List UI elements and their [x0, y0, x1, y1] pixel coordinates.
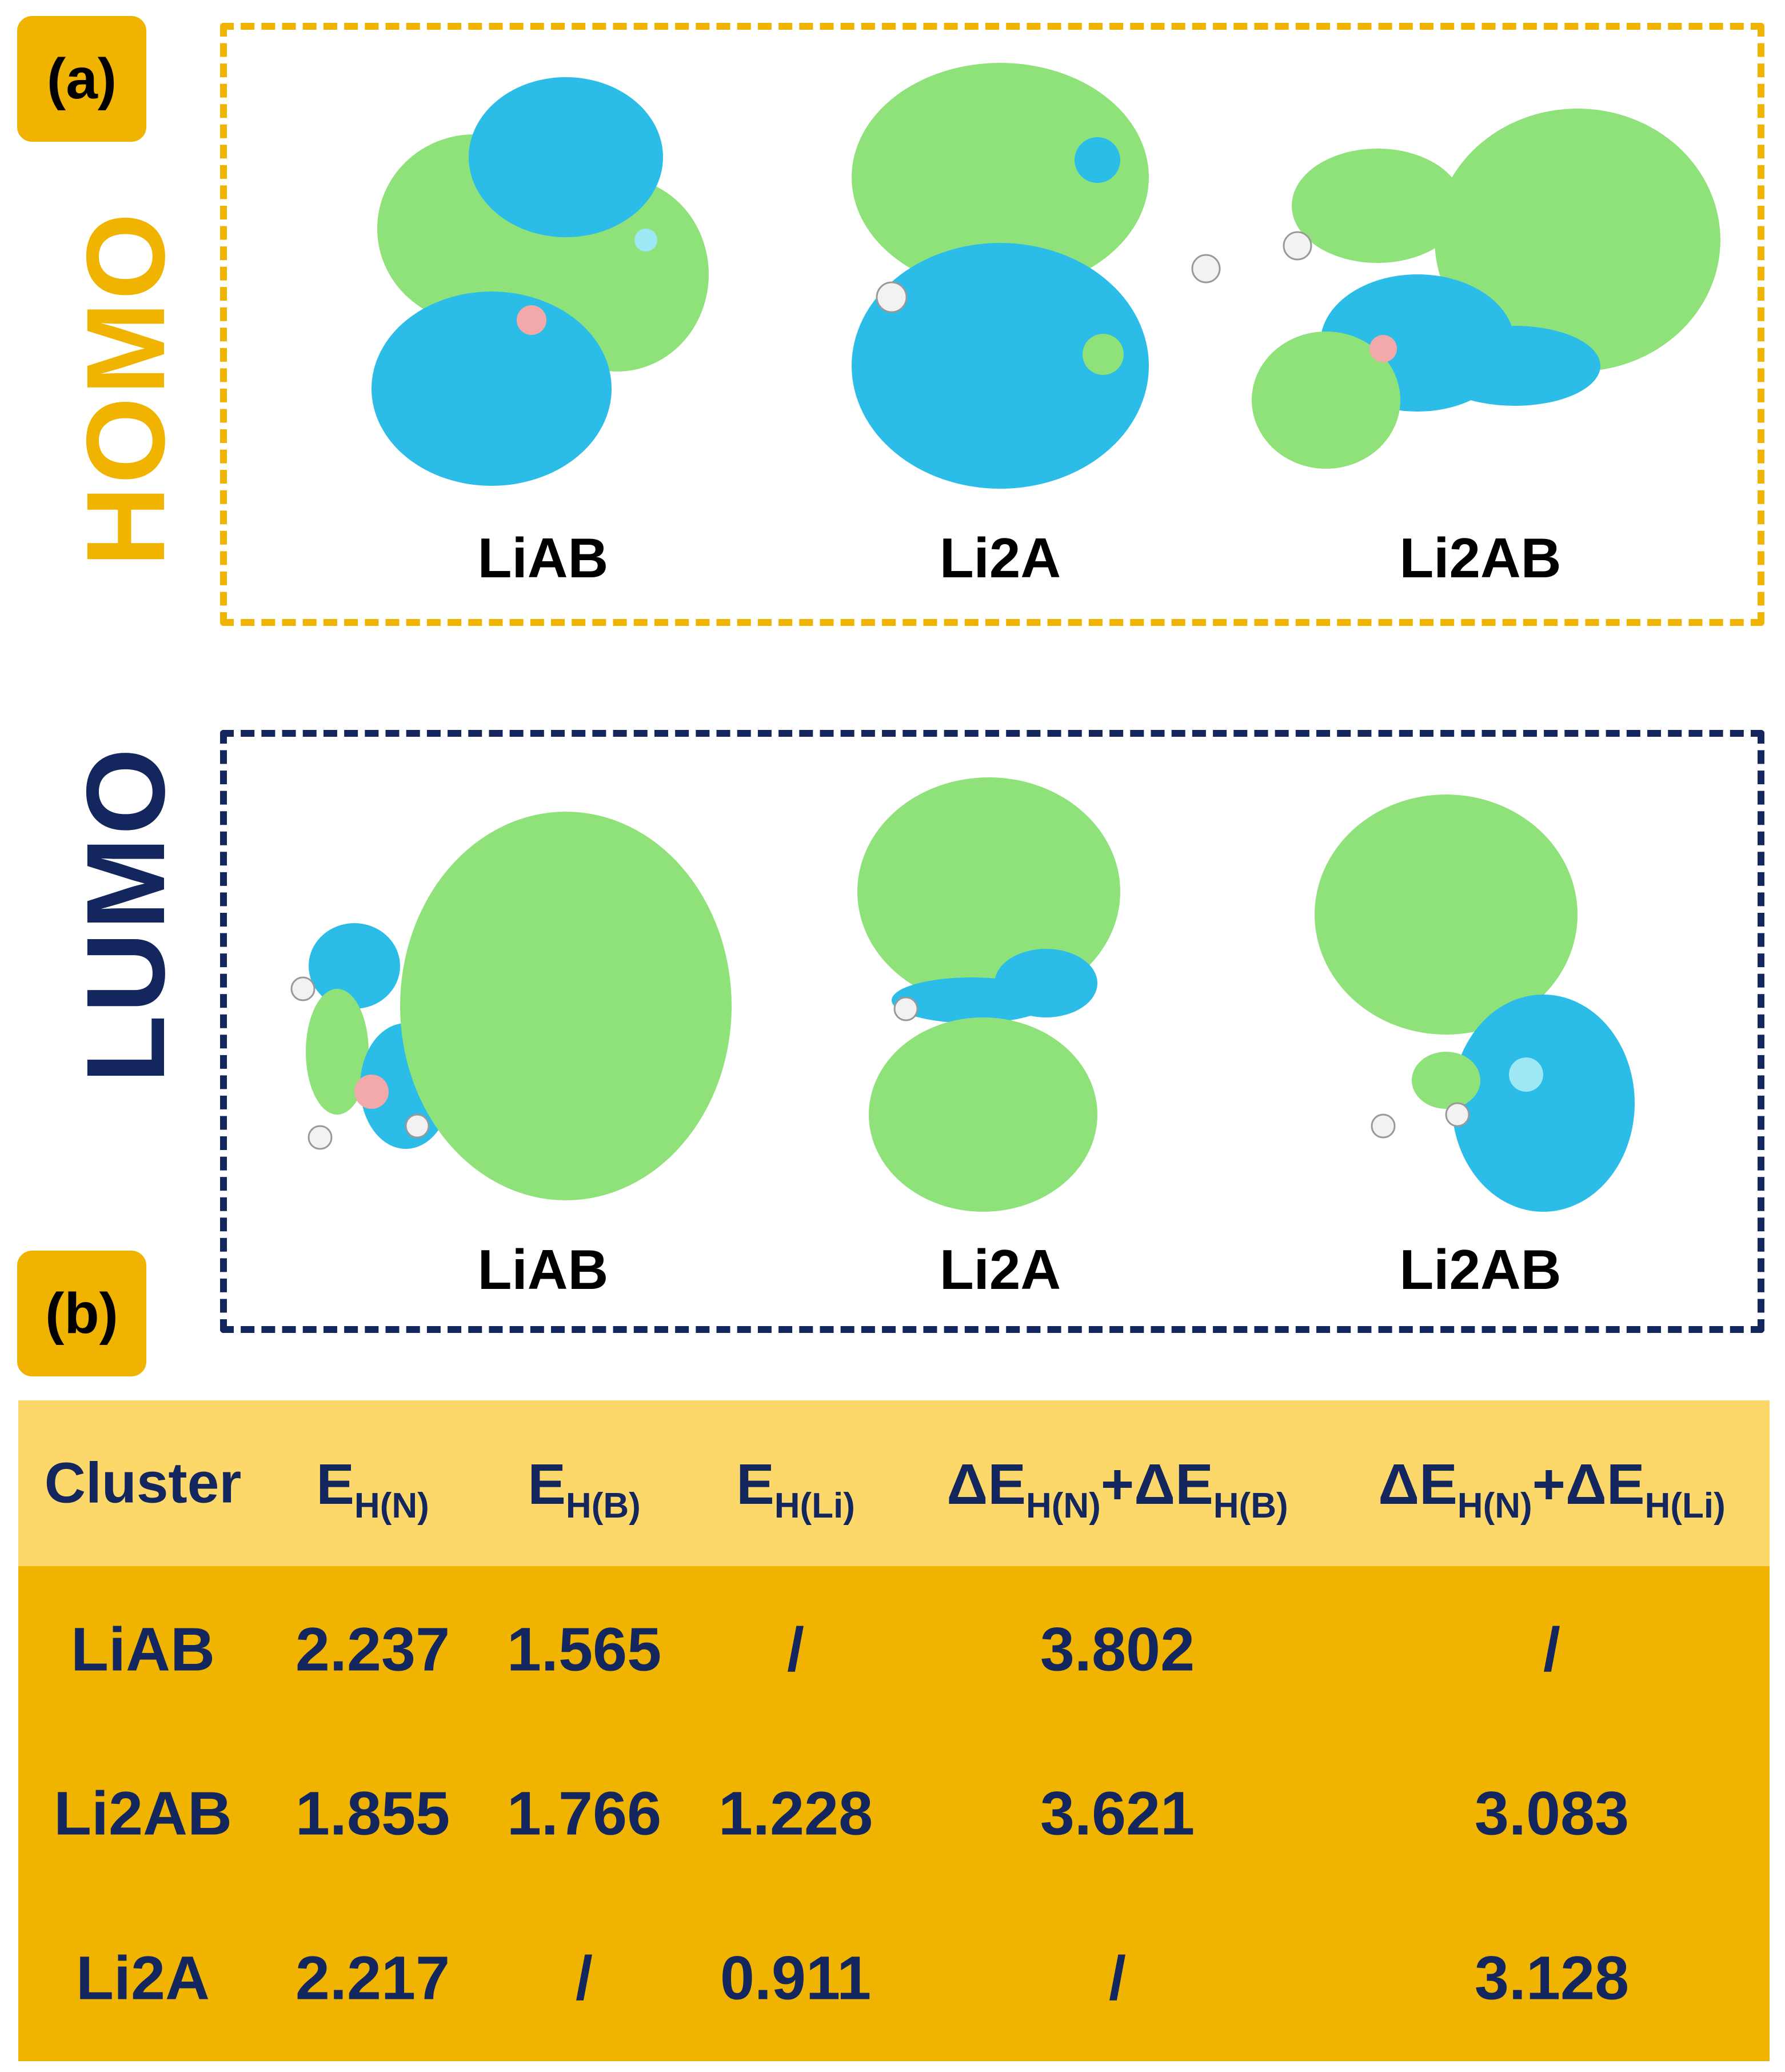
lobe-green — [869, 1017, 1097, 1212]
atom-boron — [517, 305, 546, 335]
atom-lithium — [1509, 1057, 1543, 1092]
atom-hydrogen — [634, 229, 657, 251]
atom-hydrogen — [1371, 1113, 1396, 1139]
homo-box — [220, 23, 1764, 626]
lumo-li2a-orbital — [857, 777, 1120, 1212]
lobe-green — [1412, 1052, 1480, 1109]
atom-hydrogen — [405, 1113, 430, 1139]
lobe-green — [852, 63, 1149, 292]
table-row-3-e-h-n: 2.217 — [295, 1943, 450, 2013]
homo-label-liab: LiAB — [477, 526, 609, 589]
table-row-1-sum-nb: 3.802 — [1040, 1614, 1195, 1684]
panel-a-tag: (a) — [17, 16, 146, 142]
lumo-box — [220, 730, 1764, 1333]
atom-hydrogen — [893, 996, 919, 1021]
lobe-blue — [892, 977, 1052, 1023]
homo-side-label: HOMO — [63, 210, 188, 567]
atom-hydrogen — [290, 976, 316, 1001]
lobe-blue — [1452, 995, 1635, 1212]
header-e-h-li: EH(Li) — [736, 1452, 855, 1526]
lumo-side-label: LUMO — [63, 745, 188, 1084]
isolated-hydrogen-atom — [1191, 254, 1221, 284]
lobe-green — [857, 777, 1120, 1006]
header-e-h-n: EH(N) — [316, 1452, 429, 1526]
lumo-label-liab: LiAB — [477, 1238, 609, 1301]
atom-lithium — [1083, 334, 1124, 375]
table-row-1-e-h-n: 2.237 — [295, 1614, 450, 1684]
lobe-green — [306, 989, 369, 1115]
atom-hydrogen — [876, 281, 908, 313]
table-row-3-sum-nb: / — [1108, 1943, 1127, 2013]
homo-label-li2ab: Li2AB — [1399, 526, 1562, 589]
header-de-hn-plus-de-hb: ΔEH(N)+ΔEH(B) — [947, 1452, 1288, 1526]
table-row-2-e-h-b: 1.766 — [506, 1778, 662, 1848]
homo-label-li2a: Li2A — [939, 526, 1061, 589]
atom-boron — [1369, 335, 1397, 362]
table-body-band — [18, 1566, 1770, 2061]
lobe-green — [400, 812, 732, 1200]
table-row-2-sum-nli: 3.083 — [1474, 1778, 1630, 1848]
header-e-h-b: EH(B) — [528, 1452, 641, 1526]
atom-hydrogen — [1445, 1102, 1470, 1127]
homo-li2ab-orbital — [1252, 109, 1720, 469]
atom-boron — [354, 1075, 389, 1109]
atom-hydrogen — [308, 1125, 333, 1150]
atom-lithium — [1075, 137, 1120, 183]
table-row-3-e-h-b: / — [575, 1943, 593, 2013]
table-row-3-e-h-li: 0.911 — [720, 1943, 872, 2013]
lobe-green — [1292, 149, 1463, 263]
lobe-green — [1315, 795, 1578, 1035]
lobe-blue — [309, 923, 400, 1009]
table-row-2-cluster: Li2AB — [53, 1778, 233, 1848]
lobe-green — [1252, 332, 1400, 469]
lumo-liab-orbital — [290, 812, 732, 1200]
table-row-2-sum-nb: 3.621 — [1040, 1778, 1195, 1848]
lobe-green — [1435, 109, 1720, 372]
table-row-2-e-h-li: 1.228 — [718, 1778, 873, 1848]
lumo-label-li2a: Li2A — [939, 1238, 1061, 1301]
atom-hydrogen — [1283, 231, 1312, 261]
table-row-3-sum-nli: 3.128 — [1474, 1943, 1630, 2013]
homo-liab-orbital — [372, 77, 709, 486]
lumo-label-li2ab: Li2AB — [1399, 1238, 1562, 1301]
table-row-1-e-h-li: / — [786, 1614, 805, 1684]
lobe-blue — [372, 292, 612, 486]
header-cluster: Cluster — [44, 1451, 242, 1515]
table-row-1-cluster: LiAB — [71, 1614, 215, 1684]
lobe-blue — [469, 77, 663, 237]
homo-li2a-orbital — [852, 63, 1149, 489]
table-row-1-e-h-b: 1.565 — [506, 1614, 662, 1684]
lobe-blue — [1429, 326, 1600, 406]
panel-b-tag: (b) — [17, 1251, 146, 1376]
table-header-band — [18, 1400, 1770, 1566]
lumo-li2ab-orbital — [1315, 795, 1635, 1212]
header-de-hn-plus-de-hli: ΔEH(N)+ΔEH(Li) — [1378, 1452, 1726, 1526]
table-row-1-sum-nli: / — [1543, 1614, 1561, 1684]
table-row-3-cluster: Li2A — [75, 1943, 210, 2013]
table-row-2-e-h-n: 1.855 — [295, 1778, 450, 1848]
lobe-blue — [852, 243, 1149, 489]
